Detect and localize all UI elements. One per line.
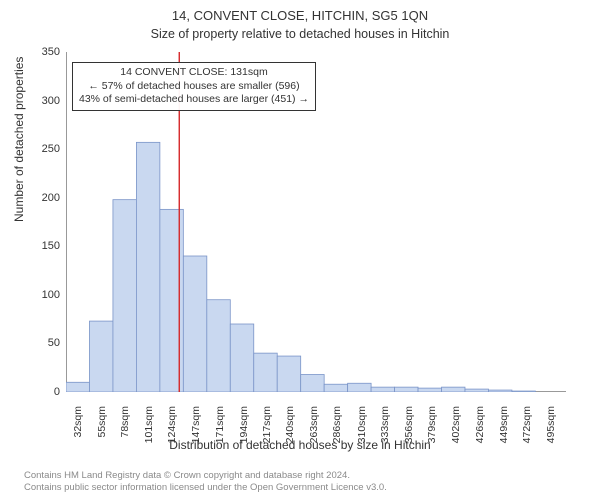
- x-tick-label: 194sqm: [238, 406, 250, 466]
- x-tick-label: 124sqm: [166, 406, 178, 466]
- histogram-bar: [89, 321, 112, 392]
- chart-title-block: 14, CONVENT CLOSE, HITCHIN, SG5 1QN Size…: [0, 0, 600, 41]
- x-tick-label: 171sqm: [214, 406, 226, 466]
- x-tick-label: 217sqm: [261, 406, 273, 466]
- x-tick-label: 356sqm: [403, 406, 415, 466]
- annotation-line-2: ← 57% of detached houses are smaller (59…: [79, 80, 309, 94]
- y-tick-label: 250: [20, 143, 60, 155]
- y-tick-label: 0: [20, 386, 60, 398]
- y-tick-label: 50: [20, 337, 60, 349]
- x-tick-label: 286sqm: [331, 406, 343, 466]
- histogram-bar: [301, 375, 324, 392]
- annotation-line-1: 14 CONVENT CLOSE: 131sqm: [79, 66, 309, 80]
- x-tick-label: 32sqm: [72, 406, 84, 466]
- histogram-bar: [488, 390, 511, 392]
- x-tick-label: 101sqm: [143, 406, 155, 466]
- x-tick-label: 55sqm: [96, 406, 108, 466]
- histogram-bar: [418, 388, 441, 392]
- histogram-bar: [371, 387, 394, 392]
- histogram-bar: [324, 384, 347, 392]
- histogram-bar: [254, 353, 277, 392]
- histogram-bar: [465, 389, 488, 392]
- footer-line-2: Contains public sector information licen…: [24, 482, 387, 494]
- histogram-bar: [395, 387, 418, 392]
- chart-title: 14, CONVENT CLOSE, HITCHIN, SG5 1QN: [0, 8, 600, 23]
- histogram-bar: [512, 391, 535, 392]
- x-tick-label: 402sqm: [450, 406, 462, 466]
- x-tick-label: 310sqm: [356, 406, 368, 466]
- x-tick-label: 147sqm: [190, 406, 202, 466]
- x-tick-label: 78sqm: [119, 406, 131, 466]
- histogram-bar: [442, 387, 465, 392]
- histogram-bar: [230, 324, 253, 392]
- x-tick-label: 449sqm: [498, 406, 510, 466]
- histogram-bar: [113, 200, 136, 392]
- x-tick-label: 426sqm: [474, 406, 486, 466]
- x-axis-label: Distribution of detached houses by size …: [0, 438, 600, 452]
- histogram-bar: [348, 383, 371, 392]
- y-tick-label: 200: [20, 192, 60, 204]
- footer-line-1: Contains HM Land Registry data © Crown c…: [24, 470, 387, 482]
- y-tick-label: 350: [20, 46, 60, 58]
- histogram-bar: [66, 382, 89, 392]
- y-tick-label: 100: [20, 289, 60, 301]
- x-tick-label: 240sqm: [284, 406, 296, 466]
- x-tick-label: 263sqm: [308, 406, 320, 466]
- histogram-bar: [207, 300, 230, 392]
- chart-subtitle: Size of property relative to detached ho…: [0, 27, 600, 41]
- histogram-bar: [136, 142, 159, 392]
- histogram-bar: [183, 256, 206, 392]
- x-tick-label: 333sqm: [379, 406, 391, 466]
- annotation-box: 14 CONVENT CLOSE: 131sqm ← 57% of detach…: [72, 62, 316, 111]
- y-tick-label: 150: [20, 240, 60, 252]
- x-tick-label: 495sqm: [545, 406, 557, 466]
- x-tick-label: 472sqm: [521, 406, 533, 466]
- footer-attribution: Contains HM Land Registry data © Crown c…: [24, 470, 387, 494]
- annotation-line-3: 43% of semi-detached houses are larger (…: [79, 93, 309, 107]
- x-tick-label: 379sqm: [426, 406, 438, 466]
- histogram-bar: [277, 356, 300, 392]
- y-tick-label: 300: [20, 95, 60, 107]
